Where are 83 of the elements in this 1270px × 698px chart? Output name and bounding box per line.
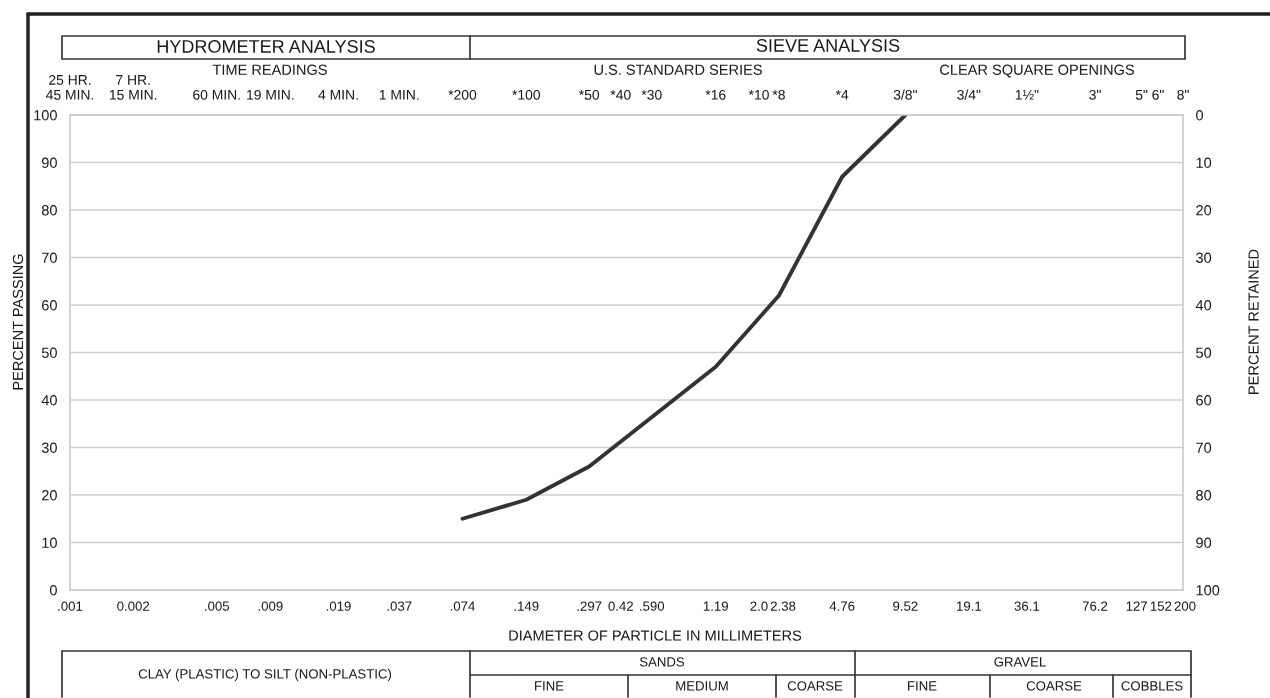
y-axis-title: PERCENT PASSING (12, 254, 24, 390)
text: 4 MIN. (318, 90, 358, 100)
text: HYDROMETER ANALYSIS (157, 40, 375, 53)
text: 6" (1152, 89, 1164, 100)
y2-tick-label: 80 (1196, 490, 1212, 501)
text: MEDIUM (676, 681, 728, 691)
x-tick-label: .074 (450, 601, 475, 611)
y-tick-label: 10 (42, 537, 57, 548)
y2-tick-label: 50 (1196, 347, 1212, 358)
x-tick-label: .001 (58, 601, 83, 611)
y-tick-label: 40 (41, 395, 57, 406)
x-tick-label: 19.1 (957, 601, 982, 611)
text: TIME READINGS (212, 64, 327, 75)
y2-tick-label: 60 (1196, 395, 1212, 406)
x-tick-label: .009 (258, 601, 283, 611)
text: SANDS (639, 657, 685, 667)
y2-tick-label: 70 (1196, 442, 1212, 453)
y-tick-label: 70 (42, 252, 57, 263)
x-tick-label: 2.38 (770, 601, 796, 611)
text: CLAY (PLASTIC) TO SILT (NON-PLASTIC) (138, 668, 392, 682)
x-tick-label: .005 (205, 601, 230, 611)
text: 3/4" (957, 89, 981, 100)
x-tick-label: 4.76 (829, 601, 855, 611)
text: SIEVE ANALYSIS (756, 39, 900, 52)
text: *200 (448, 89, 477, 100)
x-tick-label: .590 (640, 601, 665, 611)
y-tick-label: 80 (41, 205, 57, 216)
x-tick-label: 36.1 (1014, 601, 1040, 611)
x-tick-label: 200 (1174, 601, 1196, 611)
x-tick-label: .019 (326, 601, 351, 611)
text: COARSE (787, 681, 843, 691)
text: COARSE (1026, 681, 1082, 691)
text: 1 MIN. (379, 90, 419, 100)
text: *40 (610, 89, 631, 100)
text: 7 HR. 15 MIN. (109, 75, 157, 100)
y2-tick-label: 20 (1196, 205, 1212, 216)
y2-tick-label: 90 (1196, 537, 1212, 548)
text: 25 HR. 45 MIN. (46, 74, 94, 100)
y2-tick-label: 0 (1196, 110, 1204, 121)
y-tick-label: 60 (42, 300, 57, 311)
x-tick-label: 1.19 (703, 601, 728, 611)
text: 19 MIN. (247, 89, 294, 100)
x-tick-label: 9.52 (893, 601, 918, 611)
text: *8 (772, 89, 785, 100)
y2-tick-label: 30 (1196, 252, 1212, 263)
text: *10 (748, 89, 769, 100)
text: 8" (1177, 89, 1189, 100)
y2-axis-title: PERCENT RETAINED (1248, 249, 1259, 394)
y2-tick-label: 10 (1196, 157, 1212, 168)
text: 5" (1135, 90, 1148, 100)
text: 3" (1089, 89, 1101, 100)
text: *50 (578, 89, 600, 100)
text: *30 (641, 89, 662, 100)
text: *100 (512, 89, 541, 100)
text: COBBLES (1121, 681, 1183, 691)
x-tick-label: 0.002 (117, 601, 150, 611)
y-tick-label: 20 (42, 490, 57, 501)
text: 3/8" (893, 89, 917, 100)
text: FINE (535, 681, 564, 691)
x-tick-label: .037 (387, 601, 412, 611)
text: CLEAR SQUARE OPENINGS (940, 64, 1134, 78)
text: GRAVEL (994, 657, 1046, 667)
y-tick-label: 0 (49, 585, 57, 596)
x-tick-label: 0.42 (608, 601, 633, 611)
text: *16 (705, 89, 726, 100)
x-tick-label: 127 (1126, 601, 1147, 611)
y-tick-label: 30 (41, 442, 57, 453)
x-tick-label: 2.0 (750, 601, 768, 611)
x-tick-label: .149 (514, 601, 539, 611)
text: U.S. STANDARD SERIES (594, 64, 762, 75)
y-tick-label: 50 (41, 347, 57, 358)
x-tick-label: 152 (1150, 601, 1172, 611)
text: FINE (908, 681, 937, 691)
y2-tick-label: 40 (1195, 300, 1212, 311)
y-tick-label: 100 (34, 110, 57, 121)
x-tick-label: 76.2 (1082, 601, 1108, 611)
y-tick-label: 90 (41, 157, 57, 168)
text: 1½" (1015, 90, 1039, 100)
y2-tick-label: 100 (1196, 585, 1220, 596)
x-tick-label: .297 (577, 601, 602, 611)
text: *4 (835, 90, 849, 100)
x-axis-title: DIAMETER OF PARTICLE IN MILLIMETERS (509, 630, 802, 641)
text: 60 MIN. (193, 89, 240, 100)
